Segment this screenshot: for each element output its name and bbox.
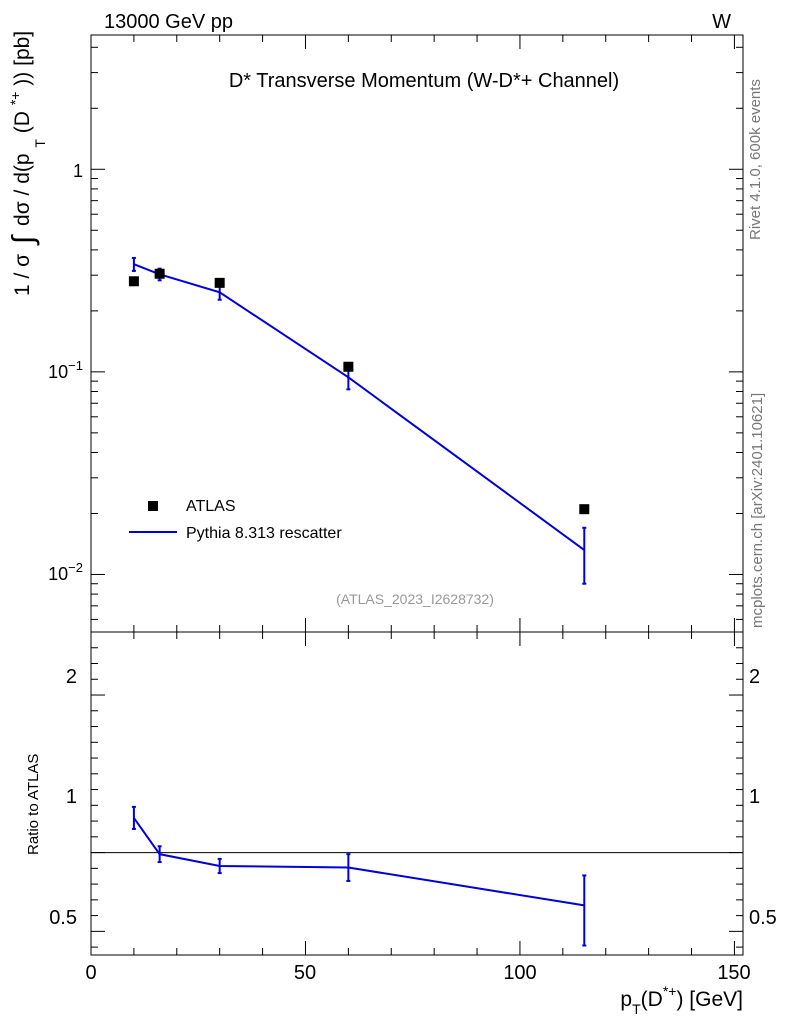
- plot-title: D* Transverse Momentum (W-D*+ Channel): [229, 70, 619, 92]
- legend-pythia-label: Pythia 8.313 rescatter: [186, 525, 342, 542]
- ratio-ytick-left-0.5: 0.5: [49, 907, 77, 929]
- x-axis-label: pT(D*+) [GeV]: [620, 983, 743, 1017]
- ytick-label-1: 1: [73, 161, 83, 181]
- ratio-ytick-left-1: 1: [66, 786, 77, 808]
- main-axis-ticks: [90, 35, 743, 632]
- mcplots-label: mcplots.cern.ch [arXiv:2401.10621]: [749, 393, 766, 628]
- ratio-axis-ticks: [90, 632, 743, 955]
- atlas-data-point: [343, 361, 354, 372]
- rivet-label: Rivet 4.1.0, 600k events: [747, 79, 764, 240]
- atlas-data-point: [214, 277, 225, 288]
- xtick-label-0: 0: [85, 962, 96, 984]
- ratio-series: [131, 805, 587, 947]
- main-y-axis-label: 1 / σ ∫ dσ / d(p T (D *+ )) [pb]: [2, 31, 50, 296]
- main-plot-frame: [90, 34, 744, 633]
- svg-text:1 / σ ∫ dσ / d(p: 1 / σ ∫ dσ / d(p T (D *+ )) [pb]: [2, 31, 50, 296]
- xtick-label-150: 150: [717, 962, 750, 984]
- main-y-tick-labels: 1 10−1 10−2: [48, 161, 83, 584]
- xtick-label-100: 100: [503, 962, 536, 984]
- legend-atlas-label: ATLAS: [186, 498, 236, 515]
- ratio-y-axis-label: Ratio to ATLAS: [25, 754, 42, 855]
- atlas-data-point: [128, 276, 139, 287]
- ytick-label-0.01: 10−2: [48, 560, 83, 584]
- x-tick-labels: 0 50 100 150: [85, 962, 750, 984]
- atlas-data-point: [154, 268, 165, 279]
- ratio-ytick-right-0.5: 0.5: [749, 907, 777, 929]
- xtick-label-50: 50: [294, 962, 316, 984]
- ratio-ytick-right-2: 2: [749, 666, 760, 688]
- atlas-data-point: [579, 504, 590, 515]
- process-label: W: [712, 11, 731, 33]
- ratio-y-tick-labels: 2 1 0.5 2 1 0.5: [49, 666, 777, 929]
- ratio-ytick-right-1: 1: [749, 786, 760, 808]
- legend: ATLAS Pythia 8.313 rescatter: [129, 498, 342, 542]
- ratio-line: [133, 817, 585, 907]
- legend-atlas-marker: [148, 501, 158, 511]
- ratio-ytick-left-2: 2: [66, 666, 77, 688]
- ratio-plot-frame: [90, 631, 744, 956]
- analysis-watermark: (ATLAS_2023_I2628732): [336, 591, 494, 607]
- atlas-series: [128, 268, 590, 515]
- ytick-label-0.1: 10−1: [48, 358, 83, 382]
- energy-label: 13000 GeV pp: [104, 11, 233, 33]
